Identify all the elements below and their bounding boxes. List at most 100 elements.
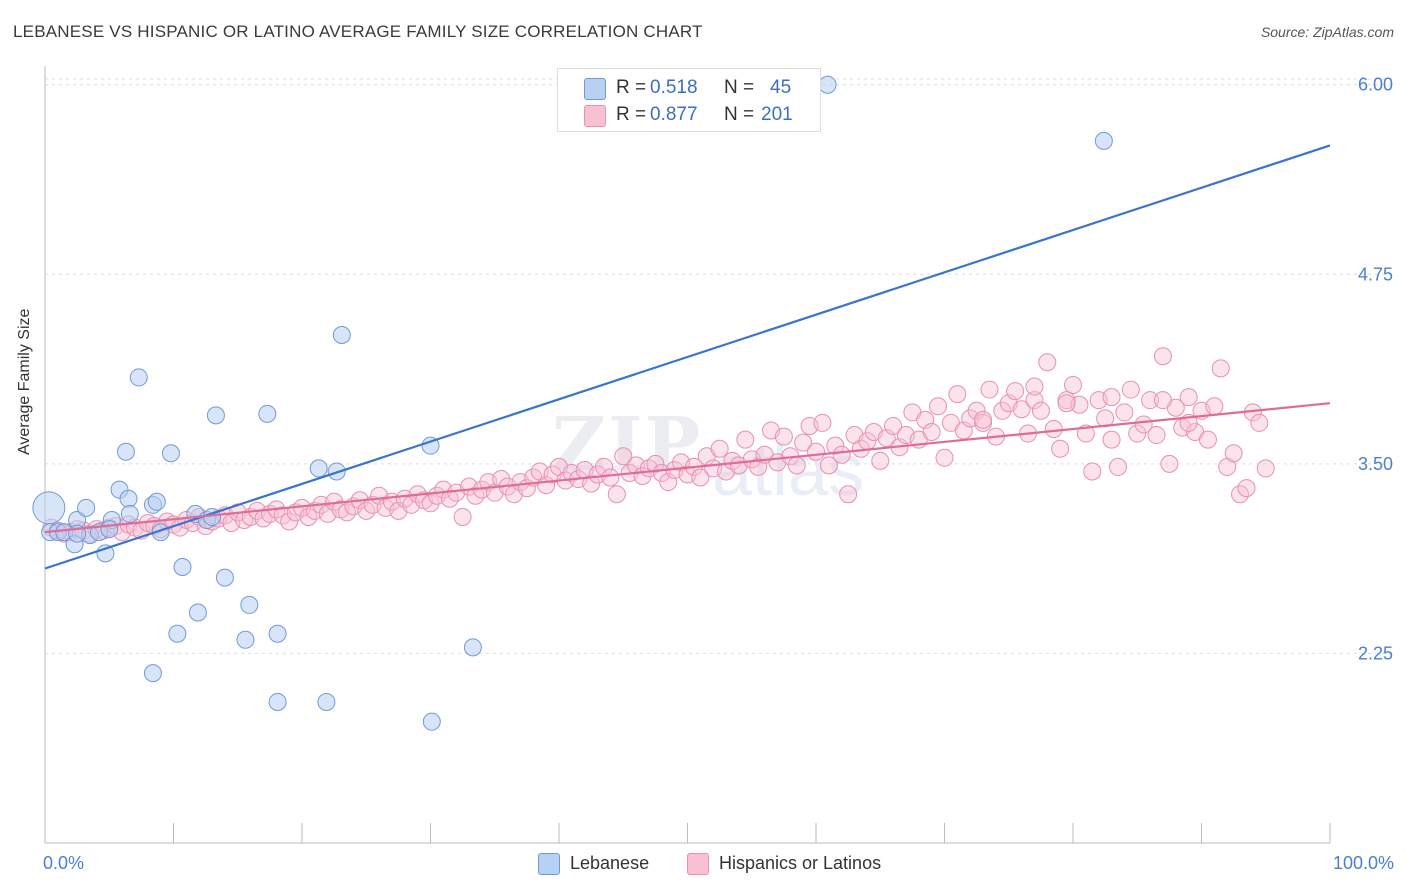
hispanic-point xyxy=(1198,430,1217,449)
hispanic-point xyxy=(1064,376,1082,395)
lebanese-point xyxy=(818,75,837,94)
hispanic-point xyxy=(736,430,755,449)
lebanese-point xyxy=(188,603,207,622)
axis-layer xyxy=(44,66,1331,844)
hispanic-point xyxy=(1256,459,1275,478)
y-tick-label: 4.75 xyxy=(1358,264,1393,284)
hispanic-point xyxy=(974,410,993,429)
y-axis-label: Average Family Size xyxy=(16,308,33,455)
lebanese-point xyxy=(317,692,336,711)
lebanese-point xyxy=(421,436,440,455)
hispanic-point xyxy=(1141,391,1160,410)
hispanic-point xyxy=(1038,353,1057,372)
hispanic-point xyxy=(1179,388,1198,407)
hispanic-point xyxy=(614,447,633,466)
hispanic-point xyxy=(1057,394,1076,413)
hispanic-point xyxy=(993,401,1012,420)
lebanese-point xyxy=(120,504,139,523)
hispanic-point xyxy=(1211,359,1230,378)
legend-n-label: N = xyxy=(724,77,755,98)
hispanic-point xyxy=(280,512,299,531)
hispanic-point xyxy=(1224,444,1243,463)
hispanic-point xyxy=(980,380,999,399)
lebanese-point xyxy=(463,638,482,657)
hispanic-point xyxy=(1051,439,1070,458)
lebanese-point xyxy=(422,712,441,731)
lebanese-point xyxy=(161,444,180,463)
x-tick-label: 0.0% xyxy=(43,853,84,873)
lebanese-point xyxy=(143,664,162,683)
hispanic-point xyxy=(884,416,903,435)
hispanic-point xyxy=(922,423,941,442)
legend-swatch-hispanic xyxy=(584,105,606,127)
lebanese-point xyxy=(332,325,351,344)
hispanic-point xyxy=(1076,424,1095,443)
lebanese-point xyxy=(147,492,166,511)
grid-layer xyxy=(45,78,1394,654)
correlation-legend: R = 0.518 N = 45 R = 0.877 N = 201 xyxy=(557,68,821,132)
hispanic-point xyxy=(819,456,838,475)
hispanic-point xyxy=(1153,347,1172,366)
hispanic-point xyxy=(807,442,825,461)
hispanic-point xyxy=(691,468,710,487)
lebanese-point xyxy=(240,595,259,614)
hispanic-point xyxy=(421,494,440,513)
hispanic-point xyxy=(1205,397,1224,416)
hispanic-point xyxy=(646,454,665,473)
hispanic-point xyxy=(935,448,954,467)
hispanic-point xyxy=(1096,409,1115,428)
chart-source: Source: ZipAtlas.com xyxy=(1260,24,1394,40)
hispanic-point xyxy=(1102,388,1121,407)
y-tick-label: 2.25 xyxy=(1358,643,1393,663)
hispanic-point xyxy=(929,397,948,416)
hispanic-point xyxy=(601,468,620,487)
legend-r-value: 0.877 xyxy=(650,104,698,125)
hispanic-point xyxy=(1160,454,1179,473)
bottom-legend-label-hispanic: Hispanics or Latinos xyxy=(719,853,882,873)
hispanic-point xyxy=(948,385,967,404)
y-tick-label: 3.50 xyxy=(1358,454,1393,474)
lebanese-point xyxy=(129,368,148,387)
legend-n-value: 45 xyxy=(770,77,792,98)
hispanic-point xyxy=(1115,403,1134,422)
hispanic-point xyxy=(1025,377,1044,396)
legend-r-value: 0.518 xyxy=(650,77,698,98)
lebanese-point xyxy=(168,624,187,643)
hispanic-point xyxy=(723,451,742,470)
chart-title: LEBANESE VS HISPANIC OR LATINO AVERAGE F… xyxy=(13,22,703,41)
lebanese-point xyxy=(268,624,287,643)
legend-n-value: 201 xyxy=(761,104,793,125)
lebanese-point xyxy=(116,442,135,461)
lebanese-point xyxy=(32,491,66,525)
hispanic-point xyxy=(813,413,832,432)
legend-row-hispanic: R = 0.877 N = 201 xyxy=(558,102,820,128)
lebanese-point xyxy=(77,498,96,517)
bottom-legend-swatch-hispanic xyxy=(687,853,709,875)
trend-layer xyxy=(44,144,1331,570)
lebanese-point xyxy=(236,630,255,649)
hispanic-point xyxy=(794,433,813,452)
hispanic-point xyxy=(774,427,793,446)
hispanic-point xyxy=(1044,419,1063,438)
lebanese-point xyxy=(173,557,192,576)
lebanese-point xyxy=(119,489,138,508)
hispanic-point xyxy=(1237,479,1256,498)
hispanic-point xyxy=(1031,401,1050,420)
bottom-legend-label-lebanese: Lebanese xyxy=(570,853,650,873)
points-layer xyxy=(32,75,1275,731)
lebanese-point xyxy=(206,406,225,425)
hispanic-point xyxy=(1147,426,1166,445)
tick-label-layer: 2.25 3.50 4.75 6.00 0.0% 100.0% xyxy=(43,75,1394,873)
hispanic-point xyxy=(839,485,858,504)
lebanese-point xyxy=(1094,131,1113,150)
hispanic-point xyxy=(710,439,729,458)
hispanic-point xyxy=(787,456,806,475)
lebanese-point xyxy=(309,459,328,478)
hispanic-point xyxy=(1070,395,1089,414)
hispanic-point xyxy=(1012,400,1031,419)
lebanese-point xyxy=(215,568,234,587)
hispanic-point xyxy=(492,470,511,489)
lebanese-point xyxy=(100,520,119,539)
hispanic-point xyxy=(1083,462,1102,481)
